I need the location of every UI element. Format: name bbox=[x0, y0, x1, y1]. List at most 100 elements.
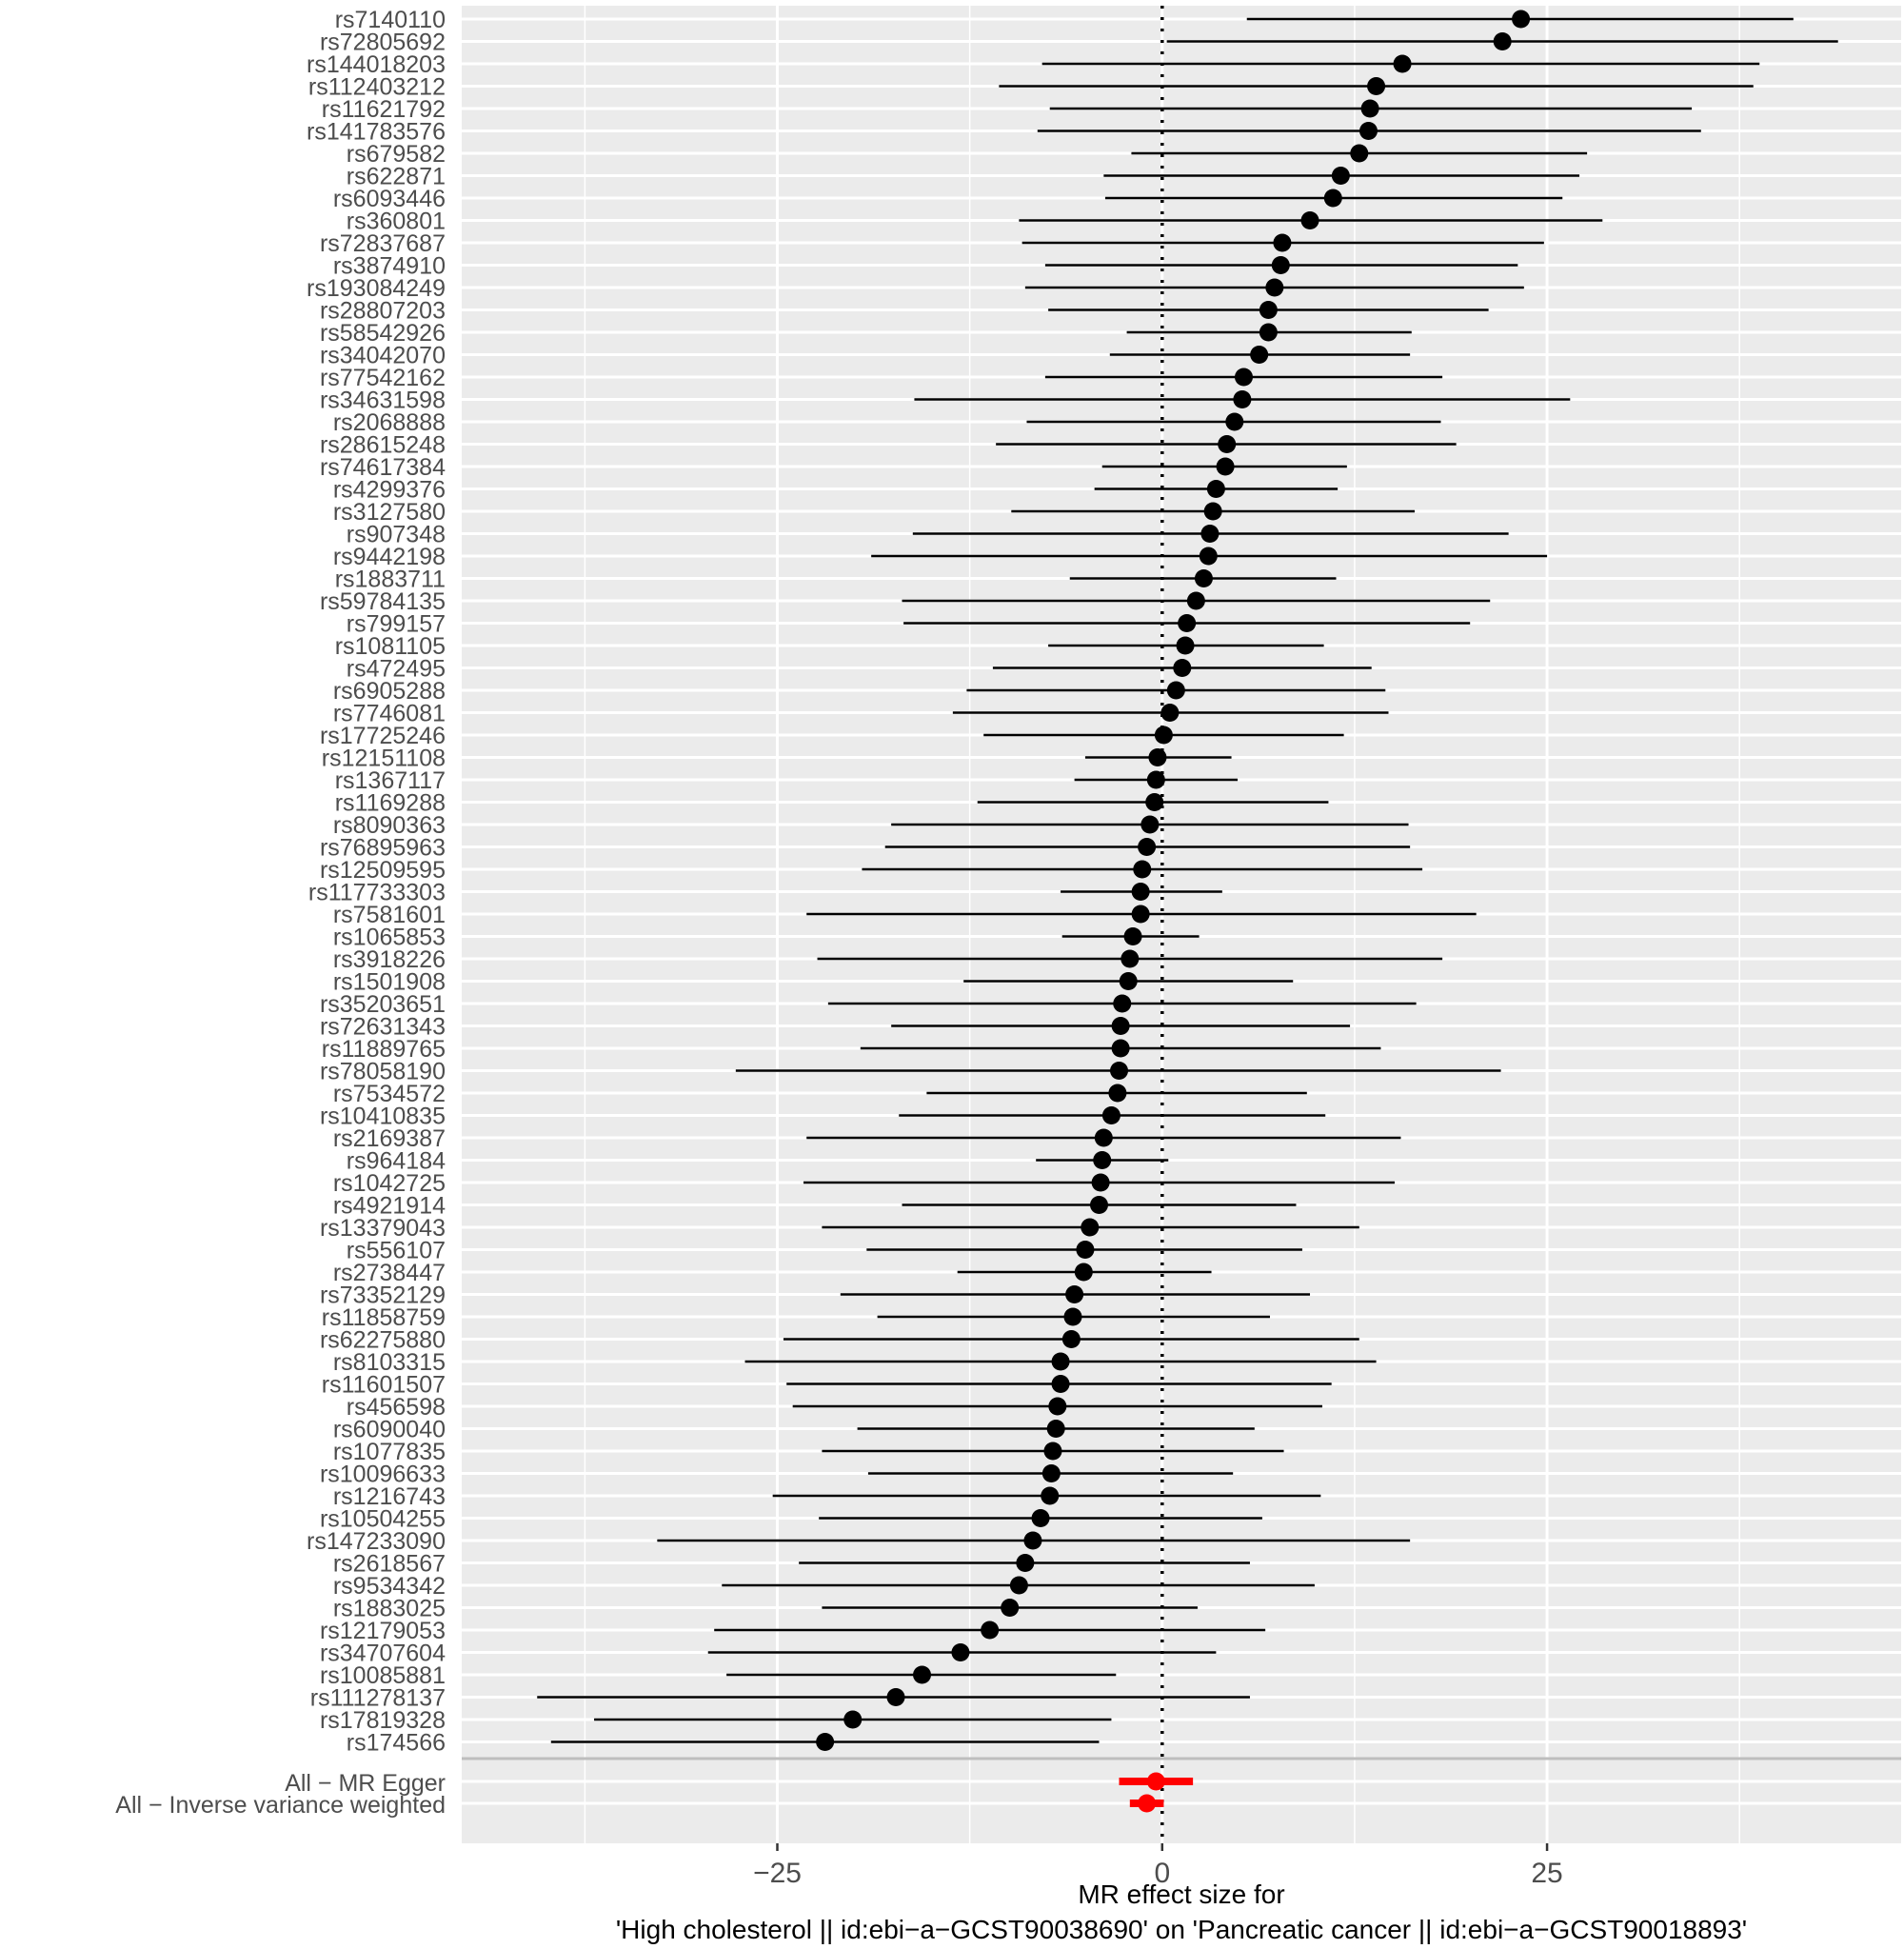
point-rs2169387 bbox=[1094, 1128, 1113, 1147]
y-label-rs3127580: rs3127580 bbox=[333, 499, 446, 526]
y-label-rs11889765: rs11889765 bbox=[322, 1036, 446, 1063]
plot-panel bbox=[462, 6, 1901, 1843]
y-label-rs1216743: rs1216743 bbox=[333, 1483, 446, 1510]
point-rs141783576 bbox=[1359, 122, 1378, 140]
x-tick-label: −25 bbox=[753, 1858, 802, 1889]
y-label-rs12151108: rs12151108 bbox=[322, 746, 446, 772]
y-label-rs9534342: rs9534342 bbox=[333, 1573, 446, 1600]
point-rs10504255 bbox=[1031, 1509, 1050, 1527]
y-label-rs3918226: rs3918226 bbox=[333, 946, 446, 973]
y-label-rs35203651: rs35203651 bbox=[320, 991, 446, 1018]
point-rs1883025 bbox=[1001, 1599, 1020, 1617]
y-label-rs59784135: rs59784135 bbox=[320, 588, 446, 615]
point-rs3918226 bbox=[1121, 949, 1140, 968]
y-label-rs6090040: rs6090040 bbox=[333, 1417, 446, 1443]
y-label-rs1081105: rs1081105 bbox=[335, 633, 446, 660]
point-rs11858759 bbox=[1063, 1307, 1082, 1326]
point-rs72805692 bbox=[1493, 32, 1512, 50]
point-rs4921914 bbox=[1089, 1196, 1108, 1214]
point-rs6093446 bbox=[1323, 189, 1342, 208]
point-rs174566 bbox=[816, 1733, 835, 1751]
y-label-rs72631343: rs72631343 bbox=[320, 1014, 446, 1041]
point-rs73352129 bbox=[1065, 1285, 1084, 1303]
point-rs147233090 bbox=[1023, 1531, 1042, 1550]
y-label-rs12179053: rs12179053 bbox=[320, 1618, 446, 1644]
point-rs2738447 bbox=[1074, 1263, 1093, 1282]
point-rs12151108 bbox=[1148, 748, 1167, 766]
point-rs144018203 bbox=[1393, 54, 1412, 73]
point-rs17725246 bbox=[1154, 726, 1173, 745]
point-rs622871 bbox=[1331, 167, 1350, 185]
point-rs59784135 bbox=[1186, 591, 1205, 610]
y-label-rs2738447: rs2738447 bbox=[333, 1260, 446, 1286]
point-rs1367117 bbox=[1146, 770, 1165, 789]
point-rs1065853 bbox=[1123, 927, 1142, 945]
point-rs58542926 bbox=[1259, 323, 1278, 342]
y-label-rs472495: rs472495 bbox=[347, 656, 446, 683]
point-rs1883711 bbox=[1194, 569, 1213, 587]
point-rs7534572 bbox=[1108, 1084, 1127, 1103]
y-label-rs11858759: rs11858759 bbox=[322, 1304, 446, 1331]
y-label-rs4299376: rs4299376 bbox=[333, 477, 446, 504]
point-rs7746081 bbox=[1160, 704, 1180, 722]
summary-point-1 bbox=[1146, 1772, 1165, 1791]
point-rs1042725 bbox=[1091, 1173, 1110, 1192]
y-label-rs11621792: rs11621792 bbox=[322, 96, 446, 123]
y-label-rs10410835: rs10410835 bbox=[320, 1104, 446, 1130]
point-rs13379043 bbox=[1081, 1218, 1100, 1237]
y-label-rs7140110: rs7140110 bbox=[335, 7, 446, 33]
point-rs7140110 bbox=[1512, 10, 1531, 29]
point-rs2618567 bbox=[1016, 1554, 1035, 1572]
point-rs78058190 bbox=[1110, 1062, 1129, 1080]
y-label-rs9442198: rs9442198 bbox=[333, 544, 446, 570]
point-rs1216743 bbox=[1041, 1486, 1060, 1505]
x-tick-label: 25 bbox=[1531, 1858, 1562, 1889]
y-label-rs10504255: rs10504255 bbox=[320, 1506, 446, 1533]
y-label-rs17725246: rs17725246 bbox=[320, 723, 446, 749]
point-rs2068888 bbox=[1225, 412, 1244, 431]
point-rs10410835 bbox=[1101, 1106, 1121, 1124]
y-label-rs3874910: rs3874910 bbox=[333, 253, 446, 280]
y-label-rs147233090: rs147233090 bbox=[307, 1528, 446, 1555]
y-label-rs2169387: rs2169387 bbox=[333, 1125, 446, 1152]
y-label-rs10085881: rs10085881 bbox=[320, 1662, 446, 1689]
y-label-rs28807203: rs28807203 bbox=[320, 298, 446, 325]
y-label-rs1042725: rs1042725 bbox=[333, 1170, 446, 1197]
y-label-rs144018203: rs144018203 bbox=[307, 51, 446, 78]
y-label-rs78058190: rs78058190 bbox=[320, 1059, 446, 1085]
point-rs1081105 bbox=[1176, 636, 1195, 655]
point-rs34707604 bbox=[951, 1643, 970, 1661]
point-rs10085881 bbox=[913, 1665, 932, 1684]
y-label-rs1065853: rs1065853 bbox=[333, 925, 446, 951]
point-rs17819328 bbox=[843, 1710, 863, 1729]
y-label-rs622871: rs622871 bbox=[347, 164, 446, 190]
point-rs77542162 bbox=[1234, 368, 1253, 387]
point-rs34042070 bbox=[1250, 346, 1269, 364]
point-rs556107 bbox=[1076, 1241, 1095, 1259]
point-rs456598 bbox=[1048, 1397, 1067, 1416]
point-rs72837687 bbox=[1273, 233, 1292, 252]
point-rs11621792 bbox=[1360, 99, 1379, 118]
point-rs111278137 bbox=[886, 1688, 905, 1706]
point-rs3874910 bbox=[1271, 256, 1290, 274]
point-rs28807203 bbox=[1259, 301, 1278, 319]
point-rs28615248 bbox=[1218, 435, 1237, 453]
point-rs7581601 bbox=[1131, 905, 1150, 924]
y-label-rs77542162: rs77542162 bbox=[320, 365, 446, 391]
point-rs679582 bbox=[1350, 144, 1369, 163]
y-label-rs6905288: rs6905288 bbox=[333, 678, 446, 705]
y-label-rs141783576: rs141783576 bbox=[307, 119, 446, 146]
y-label-rs8103315: rs8103315 bbox=[333, 1349, 446, 1376]
point-rs9442198 bbox=[1199, 547, 1218, 566]
y-label-rs1883025: rs1883025 bbox=[333, 1596, 446, 1622]
y-label-rs174566: rs174566 bbox=[347, 1730, 446, 1757]
point-rs10096633 bbox=[1041, 1464, 1061, 1482]
y-label-rs7534572: rs7534572 bbox=[333, 1081, 446, 1107]
y-label-rs117733303: rs117733303 bbox=[308, 880, 446, 906]
point-rs8103315 bbox=[1051, 1352, 1070, 1371]
point-rs12179053 bbox=[981, 1621, 1000, 1640]
y-label-rs13379043: rs13379043 bbox=[320, 1215, 446, 1242]
y-label-rs34042070: rs34042070 bbox=[320, 343, 446, 369]
point-rs4299376 bbox=[1206, 480, 1225, 498]
